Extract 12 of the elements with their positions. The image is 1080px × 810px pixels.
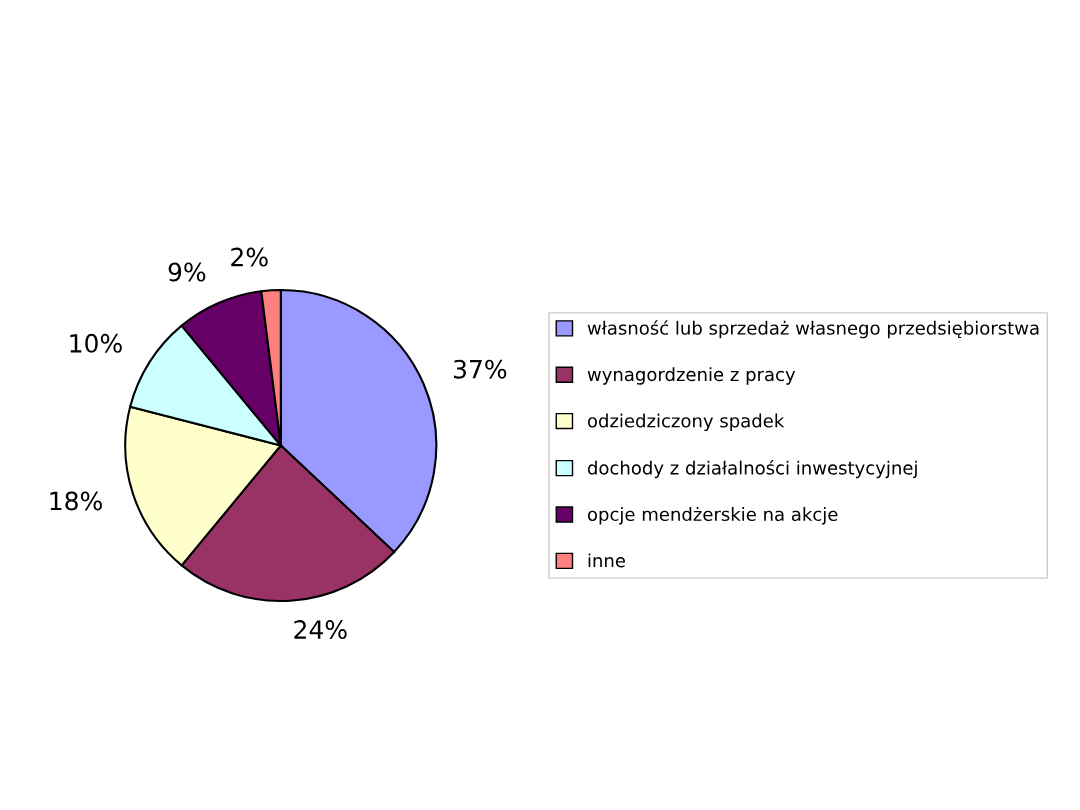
legend-label: opcje mendżerskie na akcje xyxy=(587,507,838,525)
data-label: 10% xyxy=(70,333,122,353)
legend-label: dochody z działalności inwestycyjnej xyxy=(587,459,917,479)
legend-label: wynagordzenie z pracy xyxy=(587,367,796,385)
data-label: 18% xyxy=(50,491,102,511)
data-label: 37% xyxy=(453,359,507,379)
legend-label: inne xyxy=(588,553,625,568)
data-label: 24% xyxy=(294,620,347,640)
data-label: 2% xyxy=(231,247,268,267)
data-label: 9% xyxy=(168,262,206,282)
legend-label: odziedziczony spadek xyxy=(587,413,785,432)
legend-label: własność lub sprzedaż własnego przedsiębiorstwa xyxy=(587,320,1039,339)
